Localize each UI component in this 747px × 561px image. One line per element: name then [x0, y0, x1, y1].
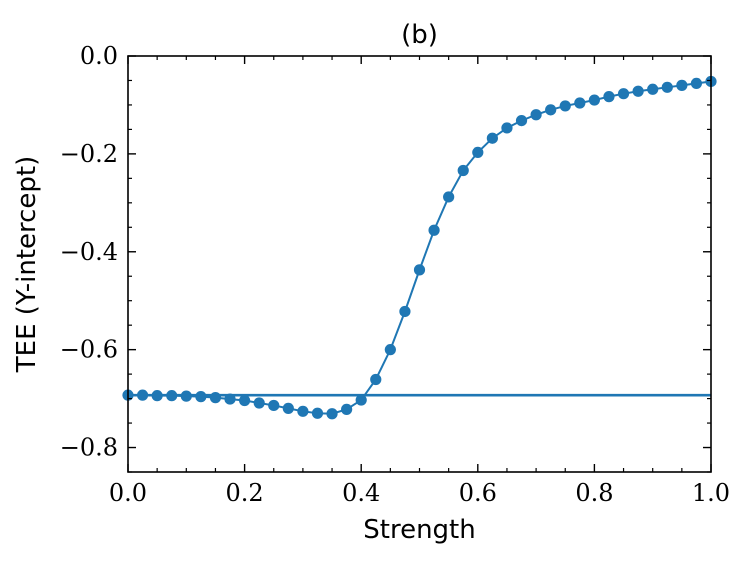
- x-axis-label: Strength: [363, 515, 475, 545]
- x-tick-label: 1.0: [692, 479, 730, 507]
- data-point: [647, 83, 659, 95]
- chart-title: (b): [401, 20, 438, 50]
- x-tick-label: 0.4: [342, 479, 380, 507]
- data-point: [603, 91, 615, 103]
- data-point: [428, 224, 440, 236]
- y-tick-label: −0.4: [60, 238, 118, 266]
- data-point: [239, 394, 251, 407]
- data-point: [209, 392, 222, 404]
- data-point: [486, 132, 498, 144]
- plot-frame: [127, 55, 712, 473]
- data-point: [297, 405, 309, 417]
- data-point: [661, 81, 673, 93]
- data-point: [195, 391, 207, 403]
- data-point: [545, 104, 557, 116]
- data-point: [443, 191, 455, 203]
- data-point: [282, 402, 294, 414]
- data-point: [355, 394, 367, 406]
- data-point: [268, 399, 280, 412]
- plot-area: [128, 56, 711, 472]
- data-point: [559, 100, 571, 112]
- y-axis-label: TEE (Y-intercept): [12, 156, 42, 373]
- data-point: [501, 122, 513, 134]
- x-tick-label: 0.6: [459, 479, 497, 507]
- data-point: [253, 397, 265, 409]
- data-point: [515, 115, 528, 127]
- y-tick-label: −0.6: [60, 336, 118, 364]
- data-point: [341, 403, 353, 415]
- data-point: [676, 79, 688, 91]
- data-point: [617, 88, 630, 100]
- data-point: [472, 146, 484, 159]
- data-point: [574, 97, 586, 109]
- y-tick-label: −0.2: [60, 140, 118, 168]
- data-point: [413, 264, 426, 276]
- data-point: [399, 305, 411, 318]
- data-point: [311, 407, 324, 419]
- x-tick-label: 0.8: [575, 479, 613, 507]
- x-tick-label: 0.2: [226, 479, 264, 507]
- data-point: [632, 85, 644, 97]
- data-point: [588, 94, 601, 106]
- data-point: [690, 77, 703, 90]
- y-tick-label: 0.0: [80, 42, 118, 70]
- y-tick-label: −0.8: [60, 434, 118, 462]
- data-point: [530, 109, 542, 121]
- data-point: [457, 164, 469, 177]
- x-tick-label: 0.0: [109, 479, 147, 507]
- data-point: [384, 344, 396, 356]
- data-point: [370, 373, 382, 386]
- data-point: [326, 408, 338, 420]
